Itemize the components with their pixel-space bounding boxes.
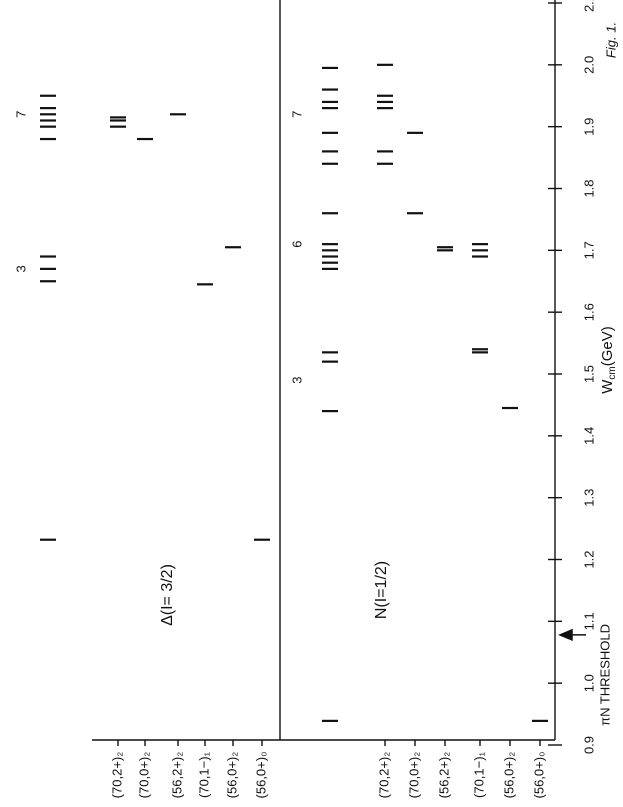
column-label: (70,2+)₂	[109, 752, 124, 799]
x-tick-label: 1.2	[581, 550, 596, 568]
column-label: (70,1−)₁	[471, 751, 486, 798]
figure-label: Fig. 1.	[603, 22, 618, 58]
x-tick-label: 0.9	[581, 736, 596, 754]
column-label: (70,0+)₂	[136, 752, 151, 799]
group-label: 3	[13, 265, 28, 272]
panel-label: N(I=1/2)	[373, 561, 390, 619]
x-tick-label: 2.1	[581, 0, 596, 12]
column-label: (70,1−)₁	[196, 751, 211, 798]
x-tick-label: 1.6	[581, 303, 596, 321]
group-label: 6	[289, 241, 304, 248]
axis-title-unit: (GeV)	[599, 326, 616, 366]
column-label: (56,0+)₀	[253, 752, 268, 799]
column-label: (56,2+)₂	[436, 752, 451, 799]
x-tick-label: 1.3	[581, 489, 596, 507]
column-label: (70,0+)₂	[406, 752, 421, 799]
x-tick-label: 1.1	[581, 612, 596, 630]
threshold-arrow	[558, 628, 586, 642]
x-tick-label: 2.0	[581, 56, 596, 74]
x-tick-label: 1.9	[581, 118, 596, 136]
column-label: (70,2+)₂	[376, 752, 391, 799]
axis-title-main: W	[599, 379, 616, 394]
column-label: (56,2+)₂	[169, 752, 184, 799]
group-label: 7	[13, 111, 28, 118]
x-tick-label: 1.7	[581, 241, 596, 259]
column-label: (56,0+)₀	[531, 752, 546, 799]
column-label: (56,0+)₂	[224, 752, 239, 799]
group-label: 7	[289, 111, 304, 118]
axis-title: Wcm(GeV)	[599, 326, 618, 394]
axis-title-sub: cm	[607, 366, 618, 379]
group-label: 3	[289, 377, 304, 384]
x-tick-label: 1.0	[581, 674, 596, 692]
panel-label: Δ(I= 3/2)	[159, 564, 176, 626]
x-tick-label: 1.8	[581, 179, 596, 197]
threshold-label: πN THRESHOLD	[597, 624, 612, 726]
x-tick-label: 1.5	[581, 365, 596, 383]
column-label: (56,0+)₂	[501, 752, 516, 799]
x-tick-label: 1.4	[581, 427, 596, 445]
